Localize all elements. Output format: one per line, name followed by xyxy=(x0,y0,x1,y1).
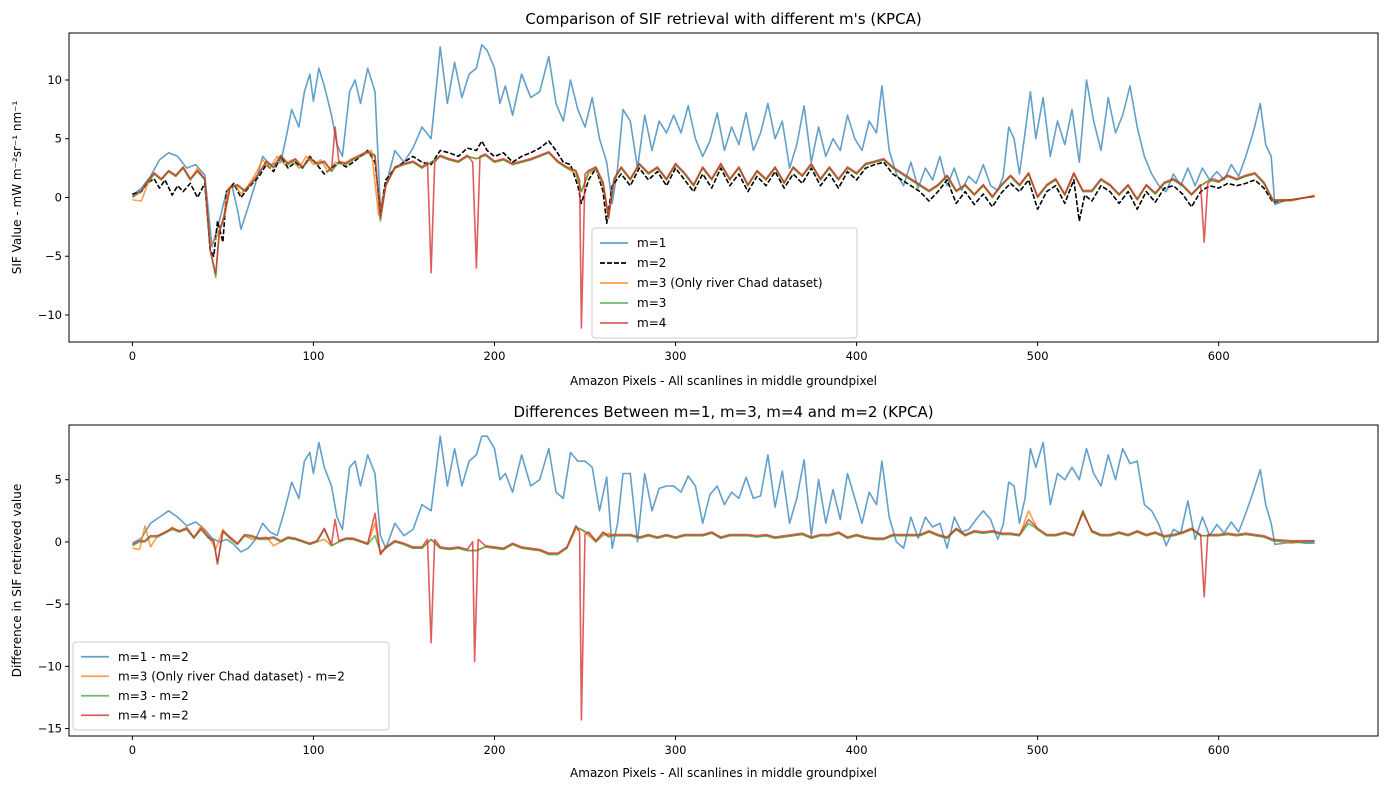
y-tick-label: 5 xyxy=(55,473,62,487)
y-axis-label: Difference in SIF retrieved value xyxy=(10,484,24,677)
legend-item: m=4 - m=2 xyxy=(81,708,189,722)
series-layer xyxy=(132,435,1315,721)
x-tick-label: 300 xyxy=(665,743,687,757)
sif-comparison-chart: Comparison of SIF retrieval with differe… xyxy=(10,10,1379,388)
y-tick-label: −5 xyxy=(45,249,62,263)
legend-item: m=4 xyxy=(600,316,666,330)
y-tick-label: −5 xyxy=(45,597,62,611)
legend-label: m=4 xyxy=(637,316,666,330)
chart-title: Comparison of SIF retrieval with differe… xyxy=(525,10,921,28)
x-tick-label: 200 xyxy=(483,349,505,363)
legend-item: m=3 (Only river Chad dataset) - m=2 xyxy=(81,669,345,683)
series-line-m-4 xyxy=(131,126,1315,329)
series-layer xyxy=(131,43,1315,329)
x-tick-label: 300 xyxy=(665,349,687,363)
sif-differences-chart: Differences Between m=1, m=3, m=4 and m=… xyxy=(10,403,1379,780)
x-tick-label: 500 xyxy=(1027,349,1049,363)
x-tick-label: 600 xyxy=(1208,349,1230,363)
legend-label: m=3 (Only river Chad dataset) - m=2 xyxy=(118,669,345,683)
legend-label: m=3 - m=2 xyxy=(118,689,189,703)
legend-label: m=1 xyxy=(637,236,666,250)
legend-label: m=1 - m=2 xyxy=(118,650,189,664)
legend: m=1 m=2 m=3 (Only river Chad dataset) m=3 m=… xyxy=(591,227,858,339)
y-tick-label: 10 xyxy=(47,73,62,87)
series-line-m-1 xyxy=(131,43,1315,248)
x-tick-label: 100 xyxy=(302,349,324,363)
x-axis-label: Amazon Pixels - All scanlines in middle … xyxy=(570,766,877,780)
x-tick-label: 600 xyxy=(1208,743,1230,757)
x-axis-ticks: 0 100 200 300 400 500 600 xyxy=(129,342,1230,363)
x-axis-ticks: 0 100 200 300 400 500 600 xyxy=(129,736,1230,757)
chart-title: Differences Between m=1, m=3, m=4 and m=… xyxy=(513,403,933,421)
legend-label: m=3 xyxy=(637,296,666,310)
legend-item: m=2 xyxy=(600,256,666,270)
x-tick-label: 0 xyxy=(129,349,136,363)
y-tick-label: 0 xyxy=(55,190,62,204)
y-tick-label: −10 xyxy=(38,659,62,673)
series-line-m-4-m-2 xyxy=(132,512,1315,721)
x-tick-label: 400 xyxy=(846,349,868,363)
y-tick-label: −15 xyxy=(38,722,62,736)
x-tick-label: 500 xyxy=(1027,743,1049,757)
series-line-m-1-m-2 xyxy=(132,435,1315,553)
legend-item: m=3 - m=2 xyxy=(81,689,189,703)
plot-frame xyxy=(68,32,1379,343)
x-tick-label: 0 xyxy=(129,743,136,757)
legend-item: m=3 xyxy=(600,296,666,310)
legend: m=1 - m=2 m=3 (Only river Chad dataset) -… xyxy=(72,641,390,731)
legend-box xyxy=(591,227,858,339)
legend-item: m=3 (Only river Chad dataset) xyxy=(600,276,823,290)
legend-label: m=2 xyxy=(637,256,666,270)
legend-label: m=3 (Only river Chad dataset) xyxy=(637,276,823,290)
x-tick-label: 400 xyxy=(846,743,868,757)
legend-item: m=1 - m=2 xyxy=(81,650,189,664)
y-tick-label: 0 xyxy=(55,535,62,549)
y-axis-label: SIF Value - mW m⁻²sr⁻¹ nm⁻¹ xyxy=(10,101,24,275)
y-axis-ticks: −15 −10 −5 0 5 xyxy=(38,473,69,736)
x-tick-label: 100 xyxy=(302,743,324,757)
y-axis-ticks: −10 −5 0 5 10 xyxy=(38,73,69,322)
legend-item: m=1 xyxy=(600,236,666,250)
legend-label: m=4 - m=2 xyxy=(118,708,189,722)
y-tick-label: −10 xyxy=(38,308,62,322)
legend-box xyxy=(72,641,390,731)
plot-frame xyxy=(68,424,1379,737)
x-tick-label: 200 xyxy=(483,743,505,757)
y-tick-label: 5 xyxy=(55,132,62,146)
x-axis-label: Amazon Pixels - All scanlines in middle … xyxy=(570,374,877,388)
